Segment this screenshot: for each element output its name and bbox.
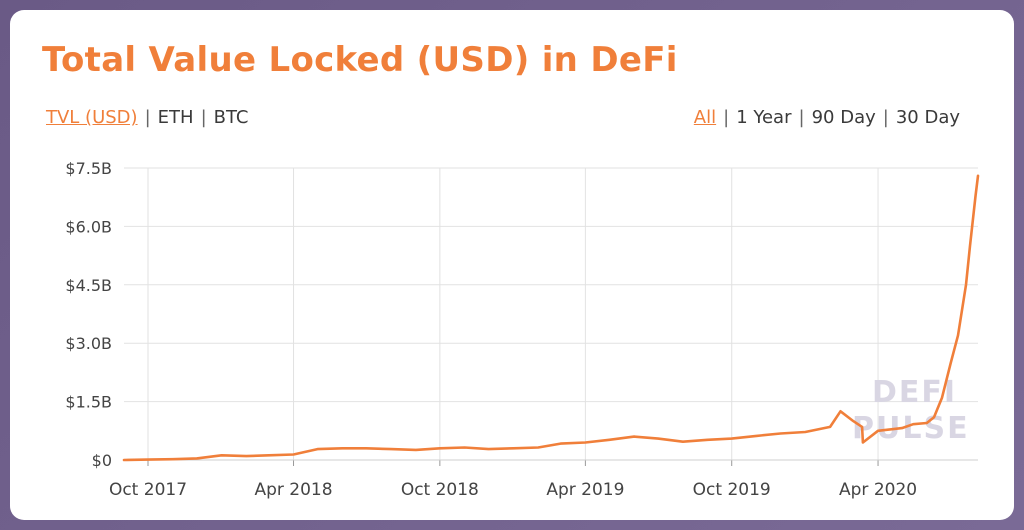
x-tick-label: Apr 2018 — [254, 480, 332, 500]
range-90-day[interactable]: 90 Day — [811, 107, 876, 128]
y-tick-label: $7.5B — [65, 159, 112, 178]
y-tick-label: $4.5B — [65, 276, 112, 295]
watermark-line-1: DEFI — [872, 375, 957, 410]
range-toggle-group: All | 1 Year | 90 Day | 30 Day — [694, 107, 960, 128]
defi-pulse-watermark: DEFI PULSE — [852, 375, 970, 446]
x-tick-label: Apr 2019 — [546, 480, 624, 500]
page-title: Total Value Locked (USD) in DeFi — [42, 40, 678, 80]
y-tick-label: $1.5B — [65, 393, 112, 412]
separator: | — [723, 107, 730, 128]
range-1-year[interactable]: 1 Year — [736, 107, 792, 128]
toggle-eth[interactable]: ETH — [157, 107, 194, 128]
watermark-line-2: PULSE — [852, 411, 970, 446]
x-tick-label: Apr 2020 — [839, 480, 917, 500]
tvl-line-chart: DEFI PULSE $0 $1.5B $3.0B $4.5B $6.0B $7.5B O… — [65, 159, 980, 500]
series-group — [122, 174, 980, 462]
x-tick-label: Oct 2018 — [401, 480, 479, 500]
separator: | — [200, 107, 207, 128]
y-tick-label: $0 — [92, 451, 112, 470]
grid — [124, 167, 978, 461]
range-all[interactable]: All — [693, 107, 717, 128]
unit-toggle-group: TVL (USD) | ETH | BTC — [46, 107, 249, 128]
tvl-series-line — [122, 174, 980, 462]
chart-card: Total Value Locked (USD) in DeFi TVL (US… — [10, 10, 1014, 520]
toggle-tvl-usd[interactable]: TVL (USD) — [46, 107, 138, 128]
toggle-btc[interactable]: BTC — [213, 107, 249, 128]
separator: | — [798, 107, 805, 128]
x-tick-label: Oct 2019 — [693, 480, 771, 500]
range-30-day[interactable]: 30 Day — [895, 107, 960, 128]
separator: | — [144, 107, 151, 128]
separator: | — [882, 107, 889, 128]
y-tick-label: $3.0B — [65, 334, 112, 353]
x-tick-label: Oct 2017 — [109, 480, 187, 500]
x-axis: Oct 2017 Apr 2018 Oct 2018 Apr 2019 Oct 2019… — [109, 459, 978, 500]
y-axis: $0 $1.5B $3.0B $4.5B $6.0B $7.5B — [65, 159, 112, 470]
y-tick-label: $6.0B — [65, 217, 112, 236]
